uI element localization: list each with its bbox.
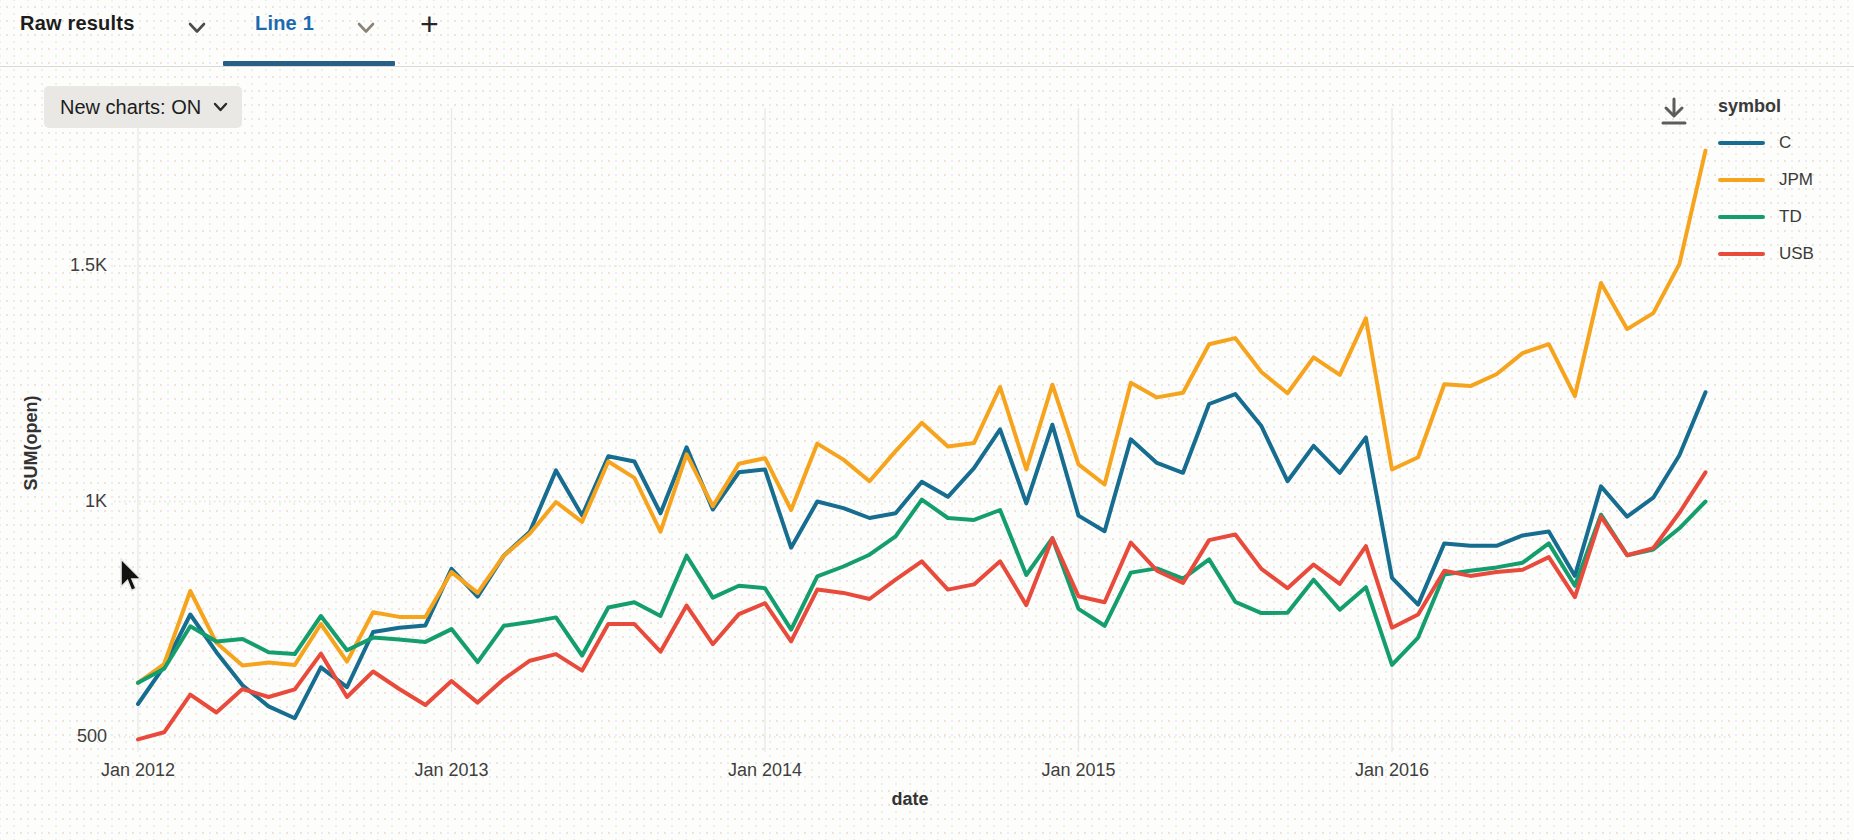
new-charts-label: New charts: ON bbox=[60, 96, 201, 119]
legend-item-jpm[interactable]: JPM bbox=[1718, 170, 1814, 190]
tab-line-1[interactable]: Line 1 bbox=[255, 12, 314, 35]
series-swatch bbox=[1718, 178, 1765, 182]
chevron-down-icon[interactable] bbox=[357, 22, 375, 34]
y-tick-label: 500 bbox=[27, 726, 107, 747]
series-swatch bbox=[1718, 141, 1765, 145]
series-swatch bbox=[1718, 252, 1765, 256]
legend-item-td[interactable]: TD bbox=[1718, 207, 1814, 227]
line-chart-plot-area[interactable] bbox=[0, 0, 1854, 840]
x-axis-title: date bbox=[860, 789, 960, 810]
tab-raw-results[interactable]: Raw results bbox=[20, 12, 134, 35]
x-tick-label: Jan 2014 bbox=[710, 760, 820, 781]
chevron-down-icon bbox=[213, 102, 228, 112]
chart-cell-page: { "tab_bar": { "tabs": [ {"label": "Raw … bbox=[0, 0, 1854, 840]
chevron-down-icon[interactable] bbox=[188, 22, 206, 34]
series-swatch bbox=[1718, 215, 1765, 219]
legend-title: symbol bbox=[1718, 96, 1814, 117]
y-tick-label: 1.5K bbox=[27, 255, 107, 276]
add-chart-tab-button[interactable]: + bbox=[420, 6, 439, 43]
x-tick-label: Jan 2012 bbox=[83, 760, 193, 781]
download-icon[interactable] bbox=[1660, 96, 1688, 128]
legend-item-usb[interactable]: USB bbox=[1718, 244, 1814, 264]
mouse-cursor bbox=[118, 558, 144, 600]
chart-legend: symbol C JPM TD USB bbox=[1718, 96, 1814, 281]
y-tick-label: 1K bbox=[27, 491, 107, 512]
x-tick-label: Jan 2015 bbox=[1024, 760, 1134, 781]
tab-bar: Raw results Line 1 + bbox=[0, 0, 1854, 67]
y-axis-title: SUM(open) bbox=[21, 396, 42, 491]
x-tick-label: Jan 2016 bbox=[1337, 760, 1447, 781]
x-tick-label: Jan 2013 bbox=[397, 760, 507, 781]
new-charts-toggle[interactable]: New charts: ON bbox=[44, 86, 242, 128]
legend-item-c[interactable]: C bbox=[1718, 133, 1814, 153]
active-tab-underline bbox=[223, 61, 395, 66]
